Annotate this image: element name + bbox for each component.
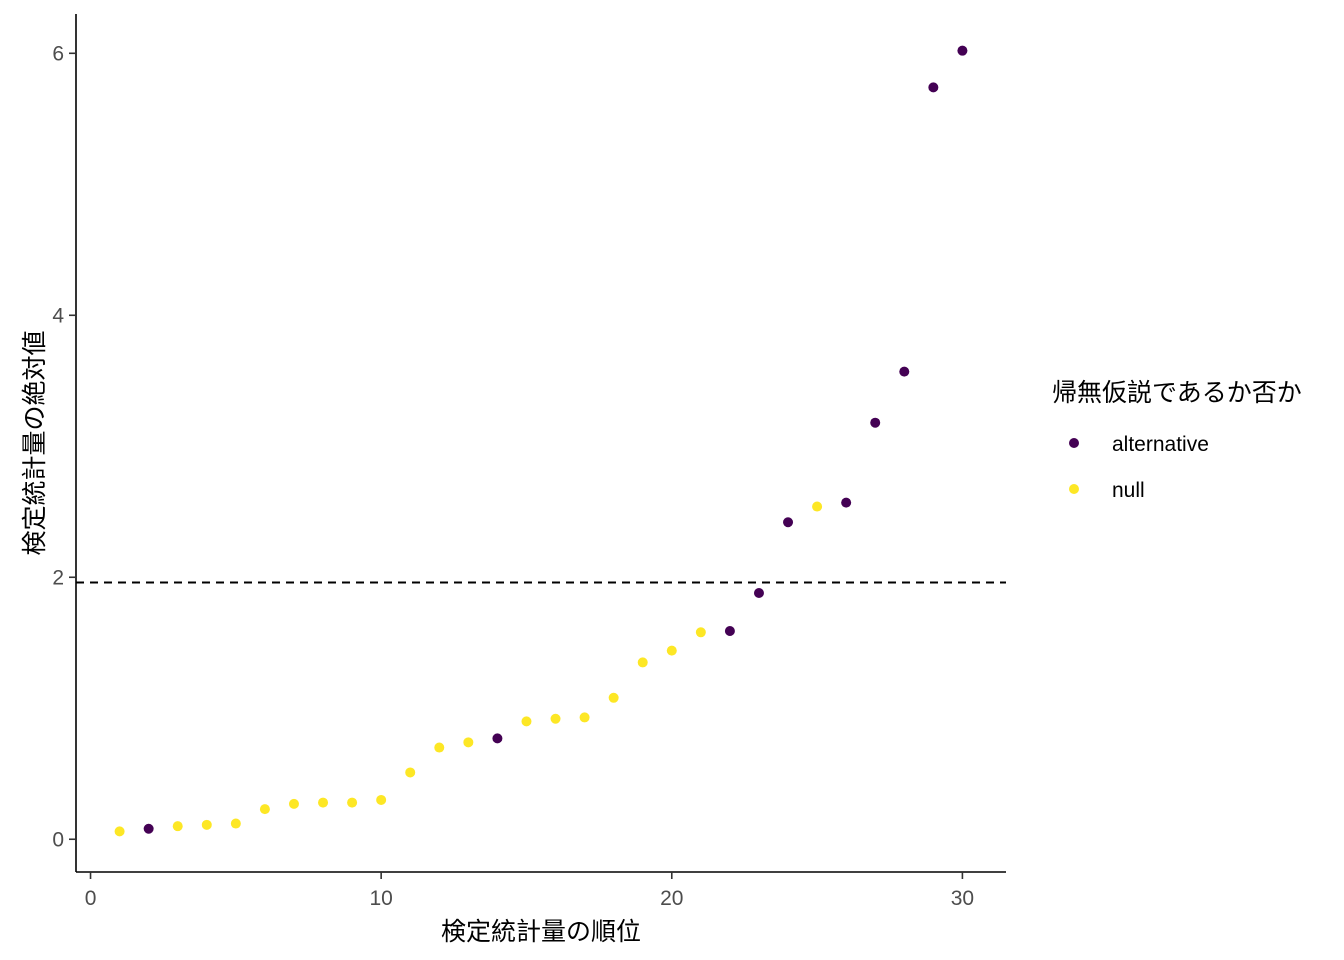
data-point-null	[376, 795, 386, 805]
data-point-null	[405, 767, 415, 777]
data-point-alternative	[957, 46, 967, 56]
y-tick-label: 6	[52, 42, 64, 65]
data-point-null	[202, 820, 212, 830]
y-axis-ticks: 0 2 4 6	[52, 42, 76, 851]
data-point-null	[115, 826, 125, 836]
y-tick-label: 2	[52, 566, 64, 589]
data-point-null	[609, 693, 619, 703]
data-point-null	[521, 716, 531, 726]
data-point-null	[347, 798, 357, 808]
data-point-alternative	[928, 82, 938, 92]
x-tick-label: 0	[85, 887, 97, 910]
x-axis-title: 検定統計量の順位	[441, 917, 641, 946]
y-tick-label: 4	[52, 304, 64, 327]
data-point-null	[667, 646, 677, 656]
points-layer	[115, 46, 968, 837]
y-axis-title: 検定統計量の絶対値	[20, 330, 49, 555]
data-point-null	[463, 737, 473, 747]
legend-label-alternative: alternative	[1112, 433, 1209, 456]
data-point-alternative	[492, 733, 502, 743]
legend: 帰無仮説であるか否か alternative null	[1052, 378, 1302, 502]
plot-area: 0 10 20 30 0 2 4 6	[52, 14, 1006, 910]
data-point-null	[551, 714, 561, 724]
legend-entries: alternative null	[1069, 433, 1209, 502]
data-point-alternative	[899, 367, 909, 377]
data-point-null	[638, 657, 648, 667]
x-tick-label: 30	[951, 887, 974, 910]
data-point-null	[260, 804, 270, 814]
data-point-null	[696, 627, 706, 637]
data-point-null	[231, 819, 241, 829]
legend-key-alternative	[1069, 438, 1079, 448]
data-point-alternative	[754, 588, 764, 598]
data-point-null	[289, 799, 299, 809]
data-point-alternative	[870, 418, 880, 428]
data-point-alternative	[725, 626, 735, 636]
legend-label-null: null	[1112, 479, 1145, 502]
legend-key-null	[1069, 484, 1079, 494]
x-tick-label: 20	[660, 887, 683, 910]
y-tick-label: 0	[52, 828, 64, 851]
data-point-null	[580, 712, 590, 722]
data-point-alternative	[841, 498, 851, 508]
data-point-alternative	[144, 824, 154, 834]
data-point-null	[173, 821, 183, 831]
data-point-alternative	[783, 517, 793, 527]
data-point-null	[812, 502, 822, 512]
legend-title: 帰無仮説であるか否か	[1052, 378, 1302, 407]
x-tick-label: 10	[369, 887, 392, 910]
data-point-null	[318, 798, 328, 808]
data-point-null	[434, 743, 444, 753]
x-axis-ticks: 0 10 20 30	[85, 872, 974, 910]
